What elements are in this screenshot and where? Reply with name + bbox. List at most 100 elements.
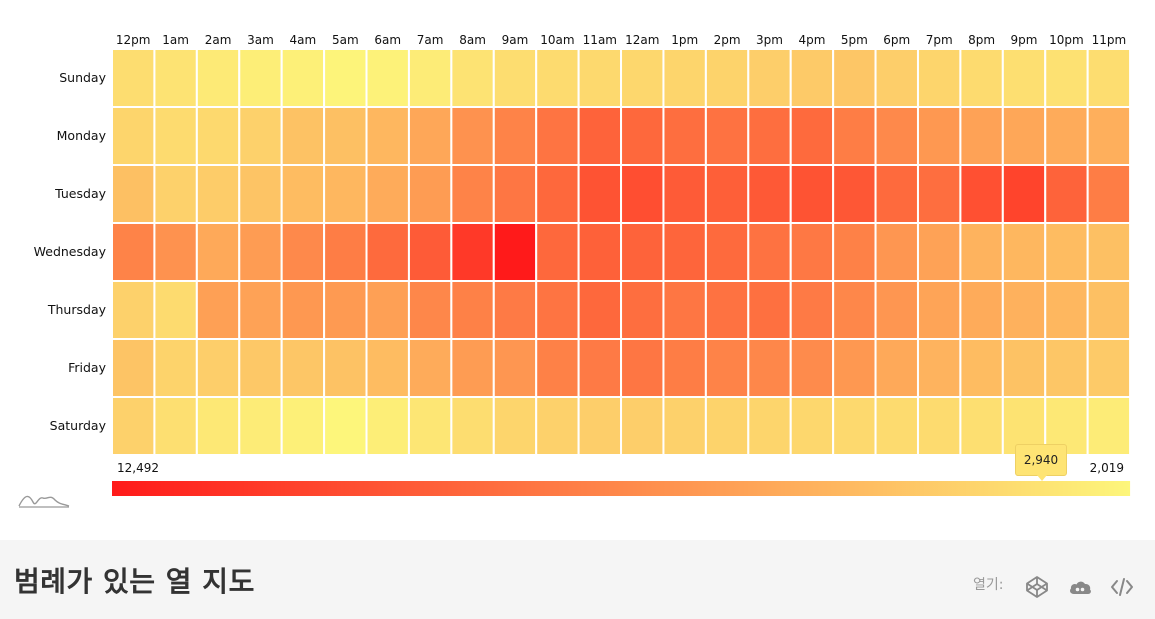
heatmap-cell[interactable] [238,280,283,340]
heatmap-cell[interactable] [1086,48,1132,108]
heatmap-cell[interactable] [789,106,835,166]
heatmap-cell[interactable] [407,222,453,282]
heatmap-cell[interactable] [789,338,835,398]
heatmap-cell[interactable] [577,222,623,282]
heatmap-cell[interactable] [535,164,580,224]
heatmap-cell[interactable] [323,338,368,398]
heatmap-cell[interactable] [111,164,156,224]
heatmap-cell[interactable] [874,222,919,282]
heatmap-cell[interactable] [577,396,623,456]
heatmap-cell[interactable] [492,164,538,224]
heatmap-cell[interactable] [959,106,1004,166]
heatmap-cell[interactable] [789,222,835,282]
heatmap-cell[interactable] [577,164,623,224]
heatmap-cell[interactable] [365,106,410,166]
heatmap-cell[interactable] [1044,280,1089,340]
heatmap-cell[interactable] [832,338,877,398]
heatmap-cell[interactable] [704,48,750,108]
heatmap-cell[interactable] [450,48,495,108]
legend-gradient-bar[interactable] [112,481,1131,496]
heatmap-cell[interactable] [959,222,1004,282]
heatmap-cell[interactable] [407,280,453,340]
heatmap-cell[interactable] [195,280,241,340]
heatmap-cell[interactable] [916,280,962,340]
heatmap-cell[interactable] [407,48,453,108]
heatmap-cell[interactable] [153,338,198,398]
heatmap-cell[interactable] [450,338,495,398]
heatmap-cell[interactable] [450,164,495,224]
heatmap-cell[interactable] [747,396,792,456]
heatmap-cell[interactable] [832,396,877,456]
heatmap-cell[interactable] [153,106,198,166]
heatmap-cell[interactable] [195,164,241,224]
heatmap-cell[interactable] [620,48,665,108]
heatmap-cell[interactable] [195,48,241,108]
heatmap-cell[interactable] [280,164,326,224]
heatmap-cell[interactable] [577,280,623,340]
heatmap-cell[interactable] [620,396,665,456]
heatmap-cell[interactable] [620,280,665,340]
heatmap-cell[interactable] [874,396,919,456]
heatmap-cell[interactable] [323,164,368,224]
heatmap-cell[interactable] [832,280,877,340]
heatmap-cell[interactable] [959,338,1004,398]
heatmap-cell[interactable] [916,222,962,282]
heatmap-cell[interactable] [323,106,368,166]
heatmap-cell[interactable] [577,48,623,108]
heatmap-cell[interactable] [1086,164,1132,224]
heatmap-cell[interactable] [153,164,198,224]
heatmap-cell[interactable] [195,396,241,456]
heatmap-cell[interactable] [1001,280,1047,340]
heatmap-cell[interactable] [365,338,410,398]
heatmap-cell[interactable] [238,222,283,282]
heatmap-cell[interactable] [1086,280,1132,340]
heatmap-cell[interactable] [832,222,877,282]
heatmap-cell[interactable] [153,280,198,340]
heatmap-cell[interactable] [1001,338,1047,398]
heatmap-cell[interactable] [1001,106,1047,166]
heatmap-cell[interactable] [280,280,326,340]
heatmap-cell[interactable] [662,396,707,456]
heatmap-cell[interactable] [832,48,877,108]
heatmap-cell[interactable] [365,164,410,224]
heatmap-cell[interactable] [535,396,580,456]
heatmap-cell[interactable] [662,280,707,340]
heatmap-cell[interactable] [959,164,1004,224]
heatmap-cell[interactable] [620,338,665,398]
heatmap-cell[interactable] [959,280,1004,340]
heatmap-cell[interactable] [916,164,962,224]
heatmap-cell[interactable] [111,222,156,282]
heatmap-cell[interactable] [747,222,792,282]
heatmap-cell[interactable] [365,222,410,282]
heatmap-cell[interactable] [874,338,919,398]
heatmap-cell[interactable] [535,106,580,166]
heatmap-cell[interactable] [1086,222,1132,282]
heatmap-cell[interactable] [111,48,156,108]
heatmap-cell[interactable] [704,222,750,282]
heatmap-cell[interactable] [492,106,538,166]
heatmap-cell[interactable] [747,280,792,340]
heatmap-cell[interactable] [280,48,326,108]
heatmap-cell[interactable] [704,338,750,398]
heatmap-cell[interactable] [365,48,410,108]
heatmap-cell[interactable] [662,48,707,108]
heatmap-cell[interactable] [238,106,283,166]
heatmap-cell[interactable] [280,106,326,166]
heatmap-cell[interactable] [280,222,326,282]
heatmap-cell[interactable] [238,338,283,398]
heatmap-cell[interactable] [492,280,538,340]
heatmap-cell[interactable] [704,280,750,340]
heatmap-cell[interactable] [1086,338,1132,398]
cloud-icon[interactable] [1067,574,1093,600]
heatmap-cell[interactable] [280,396,326,456]
heatmap-cell[interactable] [153,396,198,456]
heatmap-cell[interactable] [492,222,538,282]
heatmap-cell[interactable] [1001,48,1047,108]
heatmap-cell[interactable] [832,106,877,166]
heatmap-cell[interactable] [407,106,453,166]
heatmap-cell[interactable] [620,222,665,282]
heatmap-cell[interactable] [111,396,156,456]
heatmap-cell[interactable] [450,106,495,166]
heatmap-cell[interactable] [535,48,580,108]
heatmap-cell[interactable] [1001,164,1047,224]
